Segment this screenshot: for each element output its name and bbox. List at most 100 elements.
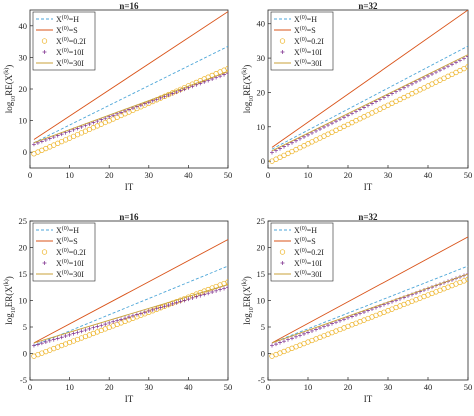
series-marker [226, 285, 228, 290]
legend-label: X(0)=H [56, 225, 79, 235]
series-marker [186, 297, 191, 302]
y-axis-label: log10RE(X(k)) [3, 65, 17, 114]
series-marker [91, 325, 96, 330]
series-marker [202, 292, 207, 297]
x-tick-label: 50 [224, 382, 233, 392]
x-tick-label: 10 [304, 382, 313, 392]
x-tick-label: 50 [464, 170, 473, 180]
y-tick-label: 10 [257, 122, 266, 132]
series-marker [214, 288, 219, 293]
x-tick-label: 20 [344, 170, 353, 180]
legend-label: X(0)=10I [294, 47, 322, 57]
y-tick-label: 20 [257, 243, 266, 253]
series-marker [290, 336, 294, 341]
x-tick-label: 0 [266, 170, 270, 180]
series-marker [278, 340, 282, 345]
x-tick-label: 30 [384, 382, 393, 392]
series-marker [162, 304, 167, 309]
legend-label: X(0)=H [294, 14, 317, 24]
series-marker [306, 330, 310, 335]
series-marker [31, 343, 36, 348]
y-axis-label: log10ER(X(k)) [3, 276, 17, 325]
series-marker [294, 334, 298, 339]
series-marker [465, 64, 468, 70]
legend-label: X(0)=S [56, 25, 78, 35]
series-marker [123, 316, 128, 321]
legend-swatch [41, 38, 48, 44]
y-tick-label: 10 [19, 296, 28, 306]
y-axis-label: log10RE(X(k)) [241, 65, 255, 114]
legend-box [32, 11, 96, 71]
x-tick-label: 30 [145, 170, 154, 180]
legend-label: X(0)=0.2I [294, 36, 324, 46]
x-axis-label: IT [364, 182, 373, 192]
series-marker [178, 299, 183, 304]
legend-label: X(0)=0.2I [56, 36, 86, 46]
series-marker [43, 339, 48, 344]
series-marker [119, 317, 124, 322]
plot-area [267, 9, 469, 169]
series-marker [206, 291, 211, 296]
x-tick-label: 20 [105, 382, 114, 392]
series-marker [274, 342, 278, 347]
x-tick-label: 50 [464, 382, 473, 392]
series-line [271, 45, 468, 150]
chart-title: n=32 [358, 1, 378, 11]
series-marker [138, 311, 143, 316]
y-tick-label: 25 [19, 216, 28, 226]
legend-label: X(0)=H [294, 225, 317, 235]
series-marker [194, 294, 199, 299]
y-tick-label: 25 [257, 216, 266, 226]
series-line [271, 236, 468, 344]
legend-swatch [42, 261, 47, 265]
y-tick-label: -5 [258, 375, 265, 385]
series-marker [330, 321, 334, 326]
y-tick-label: 20 [19, 243, 28, 253]
series-line [271, 265, 468, 344]
legend-label: X(0)=30I [294, 269, 322, 279]
series-marker [158, 305, 163, 310]
series-marker [87, 326, 92, 331]
series-marker [198, 293, 203, 298]
legend-swatch [279, 38, 286, 44]
legend-swatch [42, 50, 47, 54]
series-line [33, 11, 228, 140]
series-marker [99, 323, 104, 328]
series-line [33, 45, 228, 144]
svg-text:log10RE(X(k)): log10RE(X(k)) [3, 65, 17, 114]
series-marker [225, 279, 228, 285]
series-marker [31, 142, 36, 147]
series-line [33, 71, 228, 144]
series-line [33, 239, 228, 344]
x-tick-label: 30 [145, 382, 154, 392]
series-layer [31, 239, 228, 359]
series-marker [270, 343, 274, 348]
legend-swatch [41, 249, 48, 255]
series-marker [314, 327, 318, 332]
series-marker [282, 339, 286, 344]
series-marker [111, 319, 116, 324]
series-marker [134, 312, 139, 317]
series-marker [146, 309, 151, 314]
x-tick-label: 20 [105, 170, 114, 180]
svg-text:log10RE(X(k)): log10RE(X(k)) [241, 65, 255, 114]
y-tick-label: 30 [19, 52, 28, 62]
series-marker [166, 303, 171, 308]
legend-label: X(0)=30I [56, 58, 84, 68]
series-marker [150, 307, 155, 312]
series-marker [47, 338, 52, 343]
series-marker [182, 298, 187, 303]
y-tick-label: 40 [19, 21, 28, 31]
legend-label: X(0)=S [294, 236, 316, 246]
series-layer [31, 11, 228, 157]
chart-panel: 0 10 20 30 40 50 0 10 20 30 40 n=16 IT log10RE(X(k)) X… [3, 1, 232, 192]
legend-label: X(0)=S [294, 25, 316, 35]
legend-label: X(0)=30I [56, 269, 84, 279]
series-marker [55, 336, 60, 341]
legend-swatch [280, 50, 285, 54]
series-marker [59, 335, 64, 340]
series-marker [170, 301, 175, 306]
